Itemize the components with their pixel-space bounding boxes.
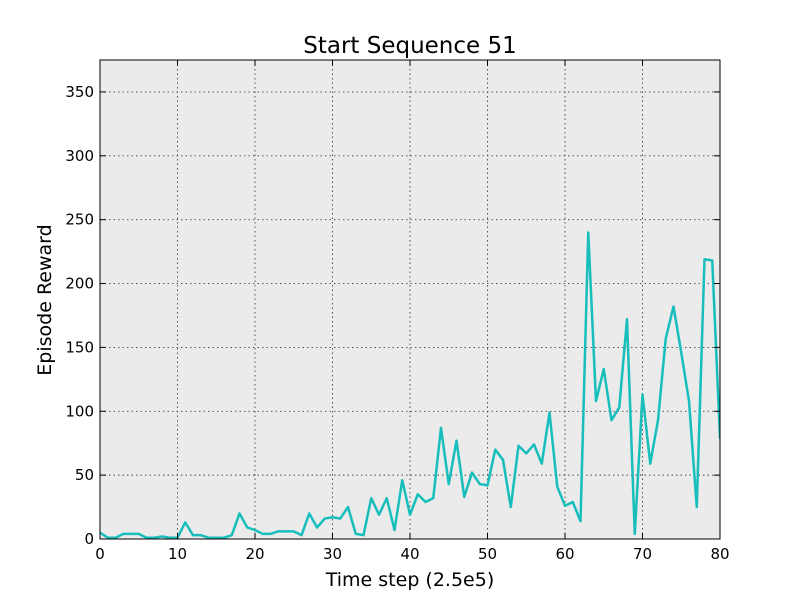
y-tick-label: 200 — [65, 275, 94, 293]
y-tick-label: 100 — [65, 402, 94, 420]
y-tick-label: 50 — [75, 466, 94, 484]
y-tick-label: 300 — [65, 147, 94, 165]
x-tick-label: 70 — [633, 545, 652, 563]
y-tick-label: 0 — [84, 530, 94, 548]
y-tick-label: 250 — [65, 211, 94, 229]
x-axis-label: Time step (2.5e5) — [325, 569, 495, 591]
chart-title: Start Sequence 51 — [303, 33, 517, 59]
y-tick-label: 150 — [65, 338, 94, 356]
x-tick-label: 0 — [95, 545, 105, 563]
x-tick-label: 30 — [323, 545, 342, 563]
x-tick-label: 10 — [168, 545, 187, 563]
y-tick-label: 350 — [65, 83, 94, 101]
x-tick-label: 50 — [478, 545, 497, 563]
x-tick-label: 40 — [400, 545, 419, 563]
x-tick-label: 60 — [555, 545, 574, 563]
series-layer — [99, 231, 721, 539]
x-tick-label: 80 — [710, 545, 729, 563]
axis-ticks: 0 10 20 30 40 50 60 70 80 0 50 100 150 200 250 300 350 — [65, 60, 730, 563]
y-axis-label: Episode Reward — [34, 224, 56, 375]
x-tick-label: 20 — [245, 545, 264, 563]
